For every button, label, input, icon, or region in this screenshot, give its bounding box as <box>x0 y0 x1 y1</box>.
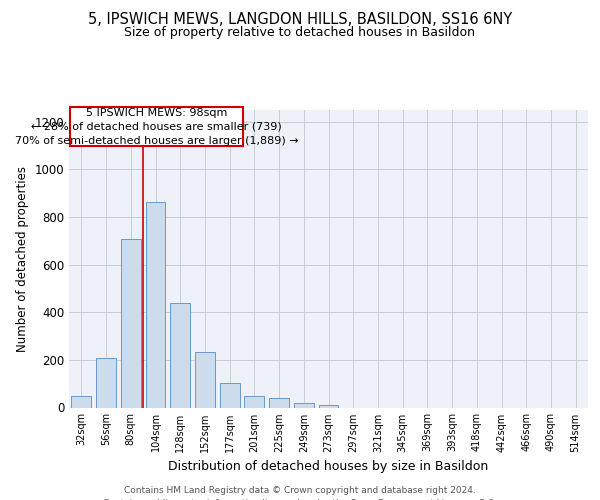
Bar <box>269 398 289 407</box>
Bar <box>220 382 239 407</box>
Bar <box>121 238 140 408</box>
Text: Size of property relative to detached houses in Basildon: Size of property relative to detached ho… <box>125 26 476 39</box>
Bar <box>170 303 190 408</box>
Text: 5 IPSWICH MEWS: 98sqm
← 28% of detached houses are smaller (739)
70% of semi-det: 5 IPSWICH MEWS: 98sqm ← 28% of detached … <box>15 108 299 146</box>
Bar <box>96 358 116 408</box>
Y-axis label: Number of detached properties: Number of detached properties <box>16 166 29 352</box>
Bar <box>195 352 215 408</box>
Bar <box>294 402 314 407</box>
Text: Contains HM Land Registry data © Crown copyright and database right 2024.
Contai: Contains HM Land Registry data © Crown c… <box>103 486 497 500</box>
X-axis label: Distribution of detached houses by size in Basildon: Distribution of detached houses by size … <box>169 460 488 473</box>
Bar <box>71 396 91 407</box>
Text: 5, IPSWICH MEWS, LANGDON HILLS, BASILDON, SS16 6NY: 5, IPSWICH MEWS, LANGDON HILLS, BASILDON… <box>88 12 512 28</box>
Bar <box>244 396 264 407</box>
FancyBboxPatch shape <box>70 107 243 146</box>
Bar <box>319 405 338 407</box>
Bar <box>146 202 166 408</box>
